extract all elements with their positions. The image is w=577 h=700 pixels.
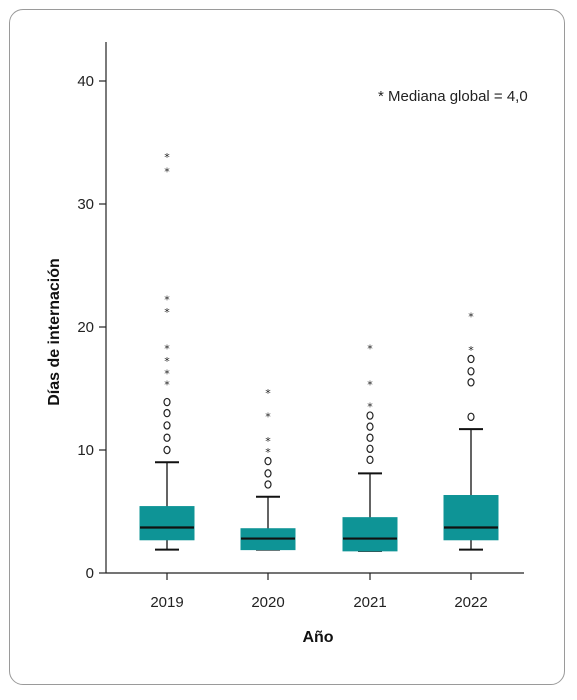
x-tick-label: 2022 <box>454 594 487 611</box>
y-tick-label: 30 <box>77 196 94 213</box>
outlier-circle <box>467 412 475 421</box>
box-group-2019: ******** <box>139 151 195 551</box>
outlier-star: * <box>367 378 373 391</box>
x-axis-title: Año <box>302 629 333 646</box>
outlier-circle <box>366 422 374 431</box>
box-group-2022: ** <box>443 311 499 551</box>
outlier-star: * <box>164 378 170 391</box>
outlier-star: * <box>265 435 271 448</box>
x-tick-label: 2021 <box>353 594 386 611</box>
y-axis-title: Días de internación <box>46 258 63 406</box>
iqr-box <box>139 506 195 541</box>
outlier-star: * <box>367 343 373 356</box>
y-tick-label: 10 <box>77 442 94 459</box>
outlier-circle <box>467 378 475 387</box>
y-tick-label: 0 <box>86 565 94 582</box>
outlier-star: * <box>468 311 474 324</box>
x-tick-label: 2020 <box>251 594 284 611</box>
iqr-box <box>342 517 398 552</box>
outlier-circle <box>163 408 171 418</box>
outlier-star: * <box>164 306 170 319</box>
chart-frame <box>9 9 565 685</box>
outlier-circle <box>366 433 374 442</box>
outlier-star: * <box>164 166 170 179</box>
outlier-star: * <box>367 400 373 413</box>
y-tick-label: 20 <box>77 319 94 336</box>
outlier-star: * <box>468 344 474 357</box>
outlier-star: * <box>164 343 170 356</box>
outlier-circle <box>366 444 374 453</box>
outlier-circle <box>467 354 475 364</box>
outlier-circle <box>366 411 374 420</box>
box-group-2020: **** <box>240 387 296 551</box>
outlier-circle <box>366 455 374 465</box>
outlier-circle <box>163 433 171 442</box>
outlier-star: * <box>164 355 170 368</box>
outlier-star: * <box>164 367 170 380</box>
outlier-circle <box>163 421 171 430</box>
outlier-star: * <box>265 387 271 400</box>
outlier-circle <box>163 445 171 455</box>
outlier-circle <box>467 367 475 376</box>
iqr-box <box>443 495 499 541</box>
annotation-text: * Mediana global = 4,0 <box>378 88 528 105</box>
outlier-star: * <box>265 446 271 459</box>
outlier-circle <box>264 469 272 478</box>
outlier-star: * <box>265 410 271 423</box>
y-tick-label: 40 <box>77 73 94 90</box>
outlier-circle <box>264 456 272 466</box>
outlier-circle <box>264 480 272 489</box>
outlier-star: * <box>164 151 170 164</box>
outlier-star: * <box>164 293 170 306</box>
outlier-circle <box>163 397 171 407</box>
box-group-2021: * * * <box>342 343 398 552</box>
x-tick-label: 2019 <box>150 594 183 611</box>
